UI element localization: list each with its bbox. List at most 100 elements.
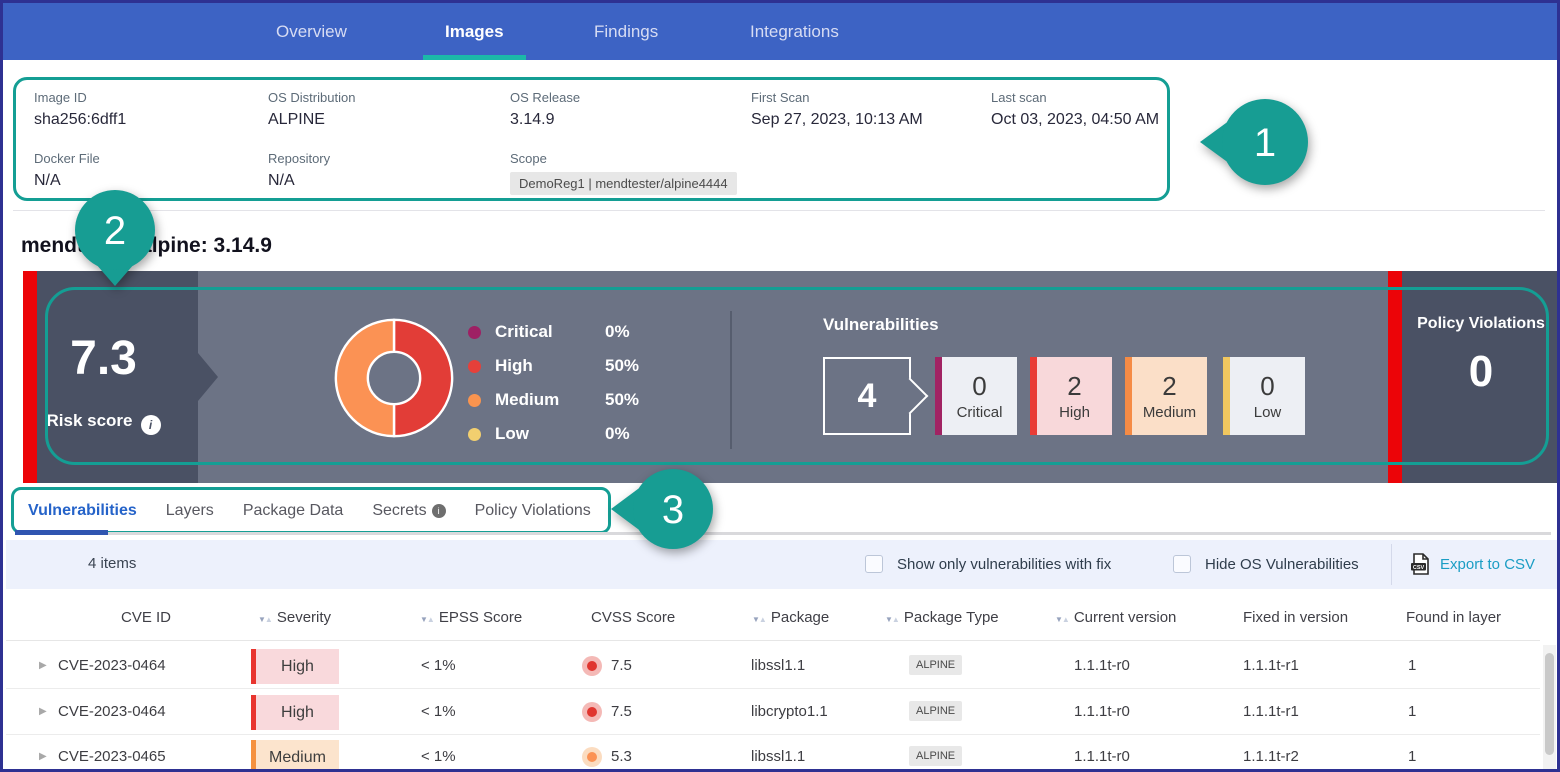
card-label: Medium [1143,404,1196,421]
package-type-chip: ALPINE [909,746,962,766]
sort-icon[interactable]: ▼▲ [258,615,272,624]
field-label: Image ID [34,90,126,105]
banner-highlight-frame [45,287,1549,465]
package-type-chip: ALPINE [909,655,962,675]
cve-id-cell[interactable]: CVE-2023-0464 [58,657,166,674]
fixed-version-cell: 1.1.1t-r1 [1243,657,1299,674]
current-version-cell: 1.1.1t-r0 [1074,748,1130,765]
col-found-in-layer[interactable]: Found in layer [1406,609,1501,626]
legend-label: Critical [495,322,605,342]
card-count: 0 [1260,371,1274,402]
nav-tab-integrations[interactable]: Integrations [728,3,861,60]
donut-slice-high [394,320,452,436]
col-package[interactable]: ▼▲Package [752,609,829,626]
active-tab-underline [15,530,108,535]
fixed-version-cell: 1.1.1t-r2 [1243,748,1299,765]
card-label: High [1059,404,1090,421]
risk-info-icon[interactable]: i [141,415,161,435]
table-row[interactable]: ▶ CVE-2023-0464 High < 1% 7.5 libssl1.1 … [6,644,1540,689]
col-severity[interactable]: ▼▲Severity [258,609,331,626]
tab-package-data[interactable]: Package Data [243,502,344,520]
tab-secrets[interactable]: Secrets i [372,502,445,520]
epss-cell: < 1% [421,703,456,720]
image-info-panel: Image ID sha256:6dff1 OS Distribution AL… [13,77,1170,201]
col-current-version[interactable]: ▼▲Current version [1055,609,1176,626]
severity-badge: High [251,695,339,730]
tab-policy-violations[interactable]: Policy Violations [475,502,591,520]
field-label: Scope [510,151,737,166]
field-repository: Repository N/A [268,151,330,190]
col-cve-id[interactable]: CVE ID [121,609,171,626]
donut-slice-medium [336,320,394,436]
export-csv-label: Export to CSV [1440,556,1535,573]
cvss-dot-icon [582,747,602,767]
layer-cell: 1 [1408,657,1416,674]
high-dot-icon [468,360,481,373]
severity-badge: Medium [251,740,339,772]
severity-card-high: 2 High [1030,357,1112,435]
legend-value: 50% [605,356,639,376]
callout-2-number: 2 [104,209,126,253]
cvss-cell: 7.5 [611,657,632,674]
legend-value: 0% [605,424,630,444]
sort-icon[interactable]: ▼▲ [885,615,899,624]
cve-id-cell[interactable]: CVE-2023-0464 [58,703,166,720]
sort-icon[interactable]: ▼▲ [752,615,766,624]
col-fixed-in-version[interactable]: Fixed in version [1243,609,1348,626]
sort-icon[interactable]: ▼▲ [1055,615,1069,624]
tab-vulnerabilities[interactable]: Vulnerabilities [28,502,137,520]
expand-row-icon[interactable]: ▶ [39,751,47,762]
nav-tab-images[interactable]: Images [423,3,526,60]
secrets-info-icon[interactable]: i [432,504,446,518]
banner-divider [730,311,732,449]
svg-text:CSV: CSV [1413,565,1425,571]
legend-value: 0% [605,322,630,342]
package-cell: libssl1.1 [751,657,805,674]
table-header: CVE ID ▼▲Severity ▼▲EPSS Score CVSS Scor… [6,593,1540,641]
critical-dot-icon [468,326,481,339]
items-count: 4 items [88,555,136,572]
field-label: OS Release [510,90,580,105]
nav-tab-overview[interactable]: Overview [254,3,369,60]
filter-divider [1391,544,1392,585]
fix-only-checkbox[interactable] [865,555,883,573]
package-type-chip: ALPINE [909,701,962,721]
card-count: 2 [1162,371,1176,402]
package-cell: libssl1.1 [751,748,805,765]
detail-tabs-frame: Vulnerabilities Layers Package Data Secr… [11,487,611,534]
vulnerabilities-title: Vulnerabilities [823,315,939,335]
cvss-cell: 5.3 [611,748,632,765]
nav-tab-findings[interactable]: Findings [572,3,680,60]
expand-row-icon[interactable]: ▶ [39,706,47,717]
epss-cell: < 1% [421,657,456,674]
callout-2-balloon: 2 [73,188,159,290]
package-cell: libcrypto1.1 [751,703,828,720]
callout-1-balloon: 1 [1195,95,1313,191]
expand-row-icon[interactable]: ▶ [39,660,47,671]
field-last-scan: Last scan Oct 03, 2023, 04:50 AM [991,90,1159,129]
export-csv-button[interactable]: CSV Export to CSV [1408,552,1535,576]
medium-dot-icon [468,394,481,407]
col-cvss-score[interactable]: CVSS Score [591,609,675,626]
risk-arrow [198,353,218,401]
field-scope: Scope DemoReg1 | mendtester/alpine4444 [510,151,737,195]
hide-os-checkbox[interactable] [1173,555,1191,573]
tab-secrets-label: Secrets [372,502,426,519]
card-count: 2 [1067,371,1081,402]
table-row[interactable]: ▶ CVE-2023-0464 High < 1% 7.5 libcrypto1… [6,690,1540,735]
col-package-type[interactable]: ▼▲Package Type [885,609,999,626]
table-row[interactable]: ▶ CVE-2023-0465 Medium < 1% 5.3 libssl1.… [6,735,1540,772]
risk-banner: 7.3 Risk scorei Critical 0% High 50% Med… [23,271,1560,483]
tabs-baseline [108,532,1551,535]
severity-card-low: 0 Low [1223,357,1305,435]
table-scrollbar-thumb[interactable] [1545,653,1554,755]
sort-icon[interactable]: ▼▲ [420,615,434,624]
hide-os-checkbox-label: Hide OS Vulnerabilities [1205,556,1359,573]
legend-item-high: High 50% [468,349,639,383]
field-label: Last scan [991,90,1159,105]
tab-layers[interactable]: Layers [166,502,214,520]
callout-1-number: 1 [1254,121,1276,165]
col-epss-score[interactable]: ▼▲EPSS Score [420,609,522,626]
callout-3-number: 3 [662,488,684,532]
cve-id-cell[interactable]: CVE-2023-0465 [58,748,166,765]
